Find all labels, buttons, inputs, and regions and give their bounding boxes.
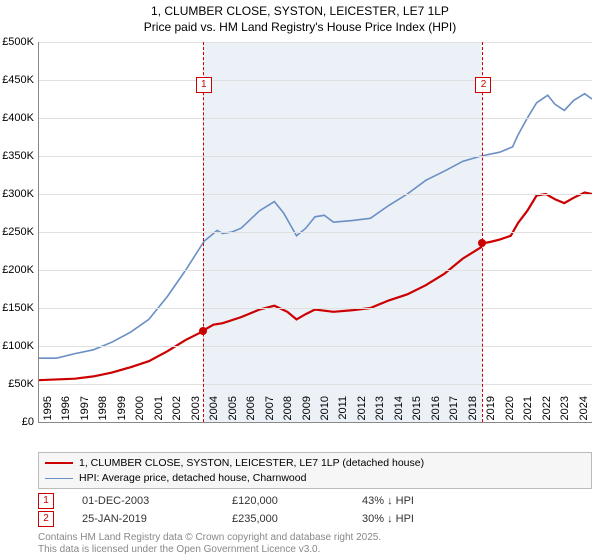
y-axis: [38, 42, 39, 422]
sale-marker-box: 2: [475, 77, 491, 93]
gridline: [38, 42, 592, 43]
gridline: [38, 346, 592, 347]
legend-label: 1, CLUMBER CLOSE, SYSTON, LEICESTER, LE7…: [79, 456, 424, 471]
footer-attribution: Contains HM Land Registry data © Crown c…: [38, 532, 381, 556]
sale-row: 1 01-DEC-2003£120,00043% ↓ HPI: [38, 492, 482, 510]
sale-price: £120,000: [232, 495, 362, 507]
sale-marker-line: [482, 42, 483, 422]
sale-delta: 43% ↓ HPI: [362, 495, 482, 507]
sale-price: £235,000: [232, 513, 362, 525]
legend: 1, CLUMBER CLOSE, SYSTON, LEICESTER, LE7…: [38, 452, 592, 489]
y-tick-label: £450K: [2, 74, 34, 86]
sale-date: 01-DEC-2003: [82, 495, 232, 507]
series-price_paid: [38, 192, 592, 380]
sale-dot: [478, 239, 486, 247]
sale-dot: [199, 327, 207, 335]
plot-area: £0£50K£100K£150K£200K£250K£300K£350K£400…: [38, 42, 592, 422]
title-line-1: 1, CLUMBER CLOSE, SYSTON, LEICESTER, LE7…: [0, 4, 600, 20]
y-tick-label: £0: [22, 416, 34, 428]
y-tick-label: £350K: [2, 150, 34, 162]
title-line-2: Price paid vs. HM Land Registry's House …: [0, 20, 600, 36]
footer-line-1: Contains HM Land Registry data © Crown c…: [38, 532, 381, 544]
sale-delta: 30% ↓ HPI: [362, 513, 482, 525]
y-tick-label: £200K: [2, 264, 34, 276]
x-axis: [38, 422, 592, 423]
legend-label: HPI: Average price, detached house, Char…: [79, 471, 306, 486]
footer-line-2: This data is licensed under the Open Gov…: [38, 544, 381, 556]
series-hpi: [38, 94, 592, 358]
sales-table: 1 01-DEC-2003£120,00043% ↓ HPI 2 25-JAN-201…: [38, 492, 482, 528]
gridline: [38, 118, 592, 119]
sale-date: 25-JAN-2019: [82, 513, 232, 525]
gridline: [38, 156, 592, 157]
chart-container: 1, CLUMBER CLOSE, SYSTON, LEICESTER, LE7…: [0, 0, 600, 560]
gridline: [38, 384, 592, 385]
sale-marker-box: 1: [196, 77, 212, 93]
y-tick-label: £150K: [2, 302, 34, 314]
sale-row: 2 25-JAN-2019£235,00030% ↓ HPI: [38, 510, 482, 528]
legend-row: 1, CLUMBER CLOSE, SYSTON, LEICESTER, LE7…: [45, 456, 585, 471]
gridline: [38, 308, 592, 309]
y-tick-label: £100K: [2, 340, 34, 352]
y-tick-label: £400K: [2, 112, 34, 124]
sale-marker-line: [203, 42, 204, 422]
sale-row-marker: 2: [38, 511, 54, 527]
gridline: [38, 270, 592, 271]
gridline: [38, 194, 592, 195]
y-tick-label: £250K: [2, 226, 34, 238]
y-tick-label: £500K: [2, 36, 34, 48]
sale-row-marker: 1: [38, 493, 54, 509]
gridline: [38, 80, 592, 81]
legend-swatch: [45, 478, 73, 479]
gridline: [38, 232, 592, 233]
legend-row: HPI: Average price, detached house, Char…: [45, 471, 585, 486]
legend-swatch: [45, 462, 73, 464]
y-tick-label: £50K: [8, 378, 34, 390]
y-tick-label: £300K: [2, 188, 34, 200]
chart-title: 1, CLUMBER CLOSE, SYSTON, LEICESTER, LE7…: [0, 0, 600, 35]
